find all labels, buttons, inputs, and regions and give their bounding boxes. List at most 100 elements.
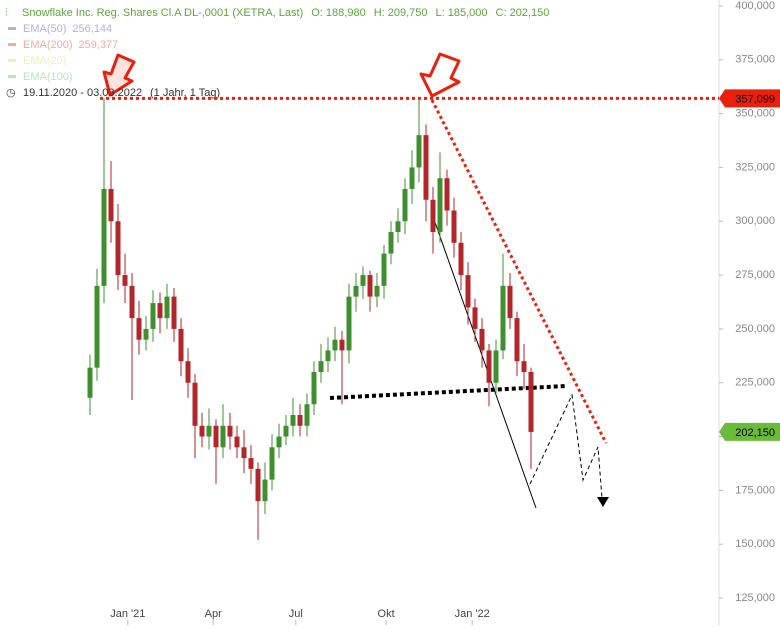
- candle-body: [507, 285, 513, 319]
- red-arrow: [419, 52, 461, 98]
- indicator-value: 256,144: [72, 23, 112, 35]
- support-line: [329, 384, 567, 400]
- candle-body: [388, 232, 394, 254]
- y-tick-label: 300,000: [735, 215, 775, 227]
- candle-body: [479, 328, 485, 351]
- candle-body: [395, 221, 401, 233]
- legend: Snowflake Inc. Reg. Shares Cl.A DL-,0001…: [6, 7, 303, 99]
- candle-body: [269, 447, 275, 480]
- candle-body: [206, 425, 212, 437]
- candle-body: [472, 307, 478, 329]
- candle-body: [227, 425, 233, 437]
- resistance-line: [430, 99, 608, 444]
- legend-swatch: [8, 27, 16, 30]
- candle-body: [157, 303, 163, 319]
- indicator-name: EMA(100): [23, 71, 73, 83]
- candle-body: [465, 275, 471, 308]
- y-tick-label: 125,000: [735, 592, 775, 604]
- candle-body: [423, 135, 429, 200]
- projection-path: [529, 393, 603, 499]
- candle-body: [185, 361, 191, 383]
- candle-body: [486, 350, 492, 383]
- instrument-title: Snowflake Inc. Reg. Shares Cl.A DL-,0001…: [22, 7, 303, 19]
- indicator-name: EMA(200): [23, 39, 73, 51]
- candle-body: [248, 458, 254, 469]
- candle-body: [493, 350, 499, 383]
- clock-icon: ◷: [6, 87, 16, 99]
- x-tick-label: Jan '22: [455, 608, 490, 620]
- candle-body: [178, 328, 184, 362]
- candle-body: [402, 188, 408, 222]
- candle-body: [521, 361, 527, 372]
- candle-body: [297, 415, 303, 426]
- candle-body: [115, 221, 121, 276]
- red-arrow: [102, 53, 136, 97]
- candle-body: [437, 178, 443, 233]
- indicator-value: 259,377: [79, 39, 119, 51]
- y-tick-label: 175,000: [735, 484, 775, 496]
- candle-body: [234, 436, 240, 448]
- quote-value: O: 188,980: [311, 7, 365, 19]
- candle-body: [430, 199, 436, 233]
- candle-body: [241, 447, 247, 459]
- candle-body: [129, 285, 135, 319]
- y-tick-label: 275,000: [735, 269, 775, 281]
- candle-body: [444, 178, 450, 211]
- indicator-name: EMA(50): [23, 23, 66, 35]
- x-tick-label: Apr: [205, 608, 222, 620]
- quote-value: C: 202,150: [496, 7, 550, 19]
- y-tick-label: 325,000: [735, 161, 775, 173]
- legend-swatch: [8, 59, 16, 62]
- candle-body: [122, 275, 128, 286]
- candle-body: [514, 318, 520, 362]
- candle-body: [367, 275, 373, 297]
- indicator-name: EMA(20): [23, 55, 66, 67]
- candle-body: [339, 339, 345, 351]
- candle-body: [353, 285, 359, 297]
- candle-body: [164, 296, 170, 319]
- candle-body: [346, 296, 352, 351]
- candle-body: [325, 350, 331, 362]
- candle-body: [220, 425, 226, 448]
- candle-body: [94, 285, 100, 368]
- chart-icon: ⫶: [5, 7, 8, 19]
- candle-body: [416, 135, 422, 168]
- candle-body: [171, 296, 177, 329]
- candle-body: [136, 318, 142, 340]
- price-badge-label: 357,099: [735, 93, 775, 105]
- candle-body: [409, 167, 415, 189]
- price-badge-label: 202,150: [735, 427, 775, 439]
- x-tick-label: Jan '21: [110, 608, 145, 620]
- candle-body: [87, 367, 93, 398]
- legend-swatch: [8, 75, 16, 78]
- x-tick-label: Jul: [289, 608, 303, 620]
- candle-body: [381, 253, 387, 286]
- candle-body: [451, 210, 457, 243]
- candle-body: [213, 425, 219, 448]
- quote-value: L: 185,000: [436, 7, 488, 19]
- candle-body: [528, 371, 534, 432]
- candle-body: [108, 188, 114, 222]
- y-tick-label: 150,000: [735, 538, 775, 550]
- y-tick-label: 375,000: [735, 54, 775, 66]
- candle-body: [311, 371, 317, 405]
- candle-body: [458, 242, 464, 276]
- candle-body: [332, 339, 338, 351]
- price-badge: [719, 422, 780, 441]
- price-badge: [719, 89, 780, 108]
- candle-body: [192, 382, 198, 426]
- drawings: [102, 52, 609, 509]
- candle-body: [276, 436, 282, 448]
- candle-body: [500, 285, 506, 351]
- candle-body: [150, 303, 156, 329]
- candle-body: [101, 188, 107, 286]
- y-tick-label: 350,000: [735, 108, 775, 120]
- candle-body: [143, 328, 149, 340]
- candle-body: [262, 479, 268, 502]
- trend-line: [430, 210, 537, 509]
- arrow-head: [597, 497, 609, 507]
- x-tick-label: Okt: [378, 608, 395, 620]
- candle-body: [283, 425, 289, 437]
- y-tick-label: 225,000: [735, 377, 775, 389]
